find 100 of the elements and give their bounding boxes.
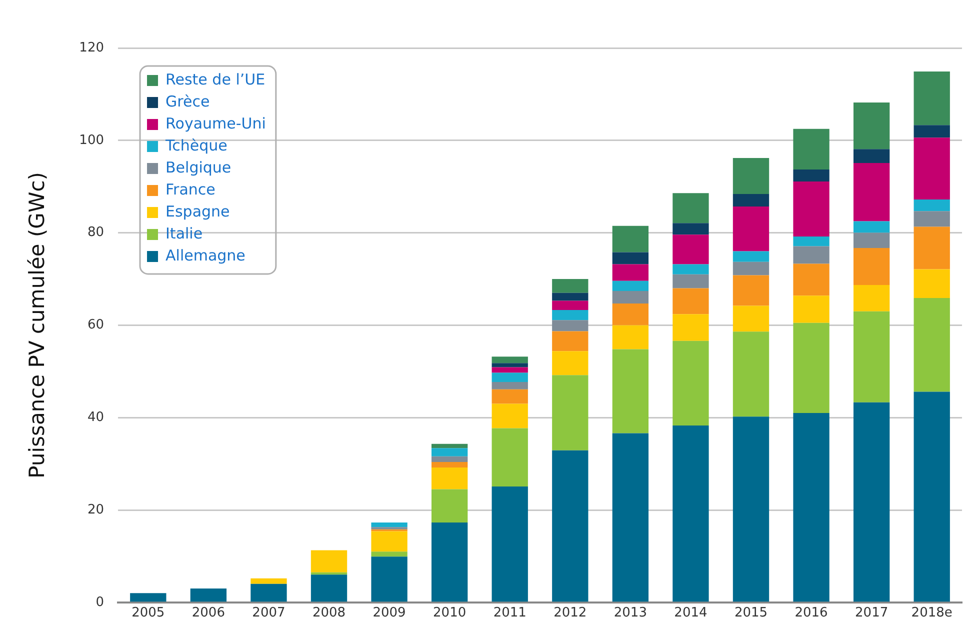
bar xyxy=(552,375,588,450)
legend-label: Belgique xyxy=(166,158,232,176)
legend-label: Tchèque xyxy=(164,136,228,154)
bar xyxy=(431,444,468,448)
bar xyxy=(672,274,709,288)
bar xyxy=(914,226,950,270)
bar xyxy=(310,550,348,572)
bar xyxy=(793,246,830,264)
bar xyxy=(672,288,709,314)
x-tick-label: 2018e xyxy=(911,606,952,621)
x-tick-label: 2005 xyxy=(132,606,165,621)
bar xyxy=(672,314,709,341)
bar xyxy=(612,280,649,292)
bar xyxy=(250,578,287,584)
bar xyxy=(371,531,408,552)
bar xyxy=(732,332,770,417)
bar xyxy=(492,428,528,486)
bar xyxy=(853,149,890,164)
bar xyxy=(492,486,528,602)
legend-label: Espagne xyxy=(166,202,230,220)
bar xyxy=(914,211,950,227)
bar xyxy=(732,416,770,602)
y-tick-label: 100 xyxy=(79,132,104,148)
bar xyxy=(914,298,950,392)
y-tick-label: 60 xyxy=(87,318,104,333)
bar xyxy=(672,193,709,224)
y-tick-label: 80 xyxy=(87,225,104,240)
bar xyxy=(552,450,588,602)
x-tick-label: 2010 xyxy=(433,606,466,621)
bar xyxy=(914,138,950,200)
bar xyxy=(793,412,830,602)
bar xyxy=(732,275,770,306)
bar xyxy=(612,291,649,304)
bar xyxy=(672,425,709,602)
bar xyxy=(672,340,709,426)
bar xyxy=(672,264,709,274)
bar xyxy=(492,367,528,373)
bar xyxy=(431,462,468,468)
y-tick-label: 120 xyxy=(79,40,104,56)
bar xyxy=(853,232,890,248)
bar xyxy=(793,170,830,182)
bar xyxy=(853,102,890,150)
bar xyxy=(552,292,588,301)
legend-label: Italie xyxy=(166,224,203,242)
bar xyxy=(853,221,890,233)
x-tick-label: 2006 xyxy=(192,606,225,621)
bar xyxy=(853,311,890,402)
bar xyxy=(672,234,709,264)
x-tick-label: 2007 xyxy=(252,606,286,621)
bar xyxy=(853,248,890,286)
bar xyxy=(732,206,770,252)
bar xyxy=(914,72,950,126)
bar xyxy=(793,296,830,323)
bar xyxy=(431,467,468,490)
x-tick-label: 2014 xyxy=(674,606,708,621)
bar xyxy=(612,252,649,264)
bar xyxy=(612,264,649,281)
bar xyxy=(431,448,468,456)
bar xyxy=(793,264,830,296)
bar xyxy=(853,163,890,222)
bar xyxy=(552,310,588,320)
bar xyxy=(552,331,588,352)
y-tick-label: 20 xyxy=(87,502,104,518)
legend-label: Royaume-Uni xyxy=(166,114,266,132)
bar xyxy=(130,593,166,602)
x-tick-label: 2008 xyxy=(312,606,346,621)
bar xyxy=(793,236,830,246)
bar xyxy=(492,372,528,382)
legend-label: France xyxy=(166,180,216,198)
bar xyxy=(431,456,468,462)
bar xyxy=(371,552,408,557)
bar xyxy=(732,194,770,206)
bar xyxy=(853,285,890,312)
x-tick-label: 2012 xyxy=(554,606,587,621)
bar xyxy=(552,279,588,293)
x-tick-label: 2016 xyxy=(794,606,828,621)
bar xyxy=(793,182,830,236)
legend-label: Reste de l’UE xyxy=(166,70,266,88)
bar xyxy=(492,382,528,390)
x-tick-label: 2011 xyxy=(493,606,526,621)
bar xyxy=(732,158,770,194)
bar xyxy=(732,262,770,276)
bar xyxy=(793,322,830,413)
bar xyxy=(552,320,588,332)
bar xyxy=(793,128,830,170)
bar xyxy=(310,574,348,602)
x-tick-label: 2017 xyxy=(855,606,888,621)
bar xyxy=(914,392,950,602)
bar xyxy=(492,363,528,368)
bar xyxy=(914,200,950,212)
bar xyxy=(612,303,649,326)
bar xyxy=(431,489,468,522)
bar xyxy=(914,125,950,138)
y-tick-label: 40 xyxy=(87,410,104,425)
bar xyxy=(612,226,649,252)
bar xyxy=(250,584,287,602)
bar xyxy=(431,522,468,602)
bar xyxy=(371,556,408,602)
bar xyxy=(612,325,649,350)
x-tick-label: 2013 xyxy=(614,606,647,621)
